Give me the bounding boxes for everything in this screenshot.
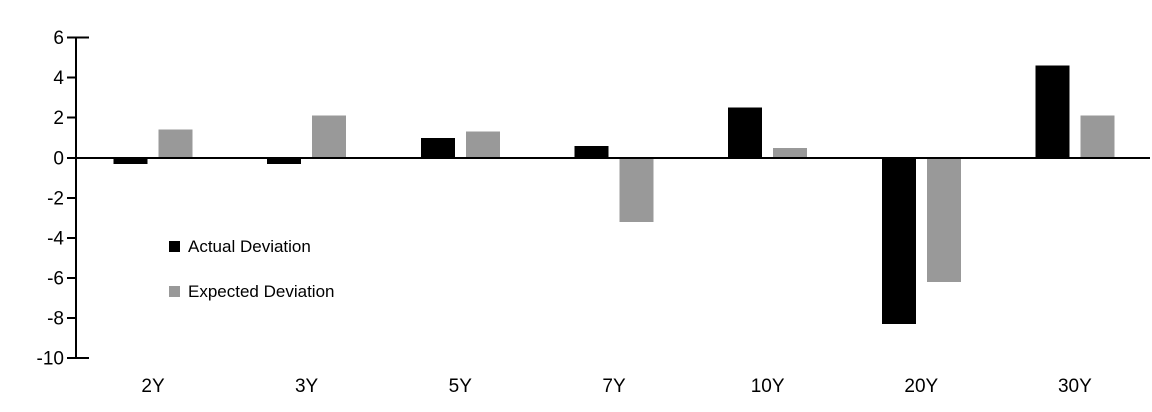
x-axis-label-30Y: 30Y <box>1058 376 1092 397</box>
legend-swatch-actual-icon <box>169 241 180 252</box>
legend: Actual Deviation Expected Deviation <box>169 236 335 328</box>
bar-expected-deviation-3Y <box>312 115 347 158</box>
y-axis-label--4: -4 <box>47 228 64 249</box>
bar-expected-deviation-10Y <box>773 147 808 158</box>
bar-actual-deviation-30Y <box>1035 65 1070 158</box>
bar-expected-deviation-2Y <box>158 129 193 158</box>
x-axis-label-5Y: 5Y <box>449 376 473 397</box>
bar-actual-deviation-2Y <box>113 157 148 164</box>
legend-swatch-expected-icon <box>169 286 180 297</box>
x-axis-label-3Y: 3Y <box>295 376 319 397</box>
x-axis-label-10Y: 10Y <box>751 376 785 397</box>
bar-actual-deviation-5Y <box>420 137 455 158</box>
x-axis-label-7Y: 7Y <box>602 376 626 397</box>
bar-expected-deviation-5Y <box>465 131 500 158</box>
x-axis-label-20Y: 20Y <box>904 376 938 397</box>
y-axis-label-6: 6 <box>53 28 64 49</box>
y-axis-label-2: 2 <box>53 108 64 129</box>
bar-actual-deviation-20Y <box>881 157 916 325</box>
y-axis-label--2: -2 <box>47 188 64 209</box>
x-axis-label-2Y: 2Y <box>141 376 165 397</box>
bar-actual-deviation-10Y <box>728 107 763 158</box>
legend-label-actual: Actual Deviation <box>188 236 311 256</box>
legend-label-expected: Expected Deviation <box>188 281 335 301</box>
y-axis-label-0: 0 <box>53 148 64 169</box>
bar-expected-deviation-20Y <box>926 157 961 282</box>
y-axis-label--8: -8 <box>47 309 64 330</box>
y-axis-label--10: -10 <box>37 349 64 370</box>
bar-actual-deviation-3Y <box>267 157 302 164</box>
y-axis-label--6: -6 <box>47 269 64 290</box>
legend-item-expected-deviation: Expected Deviation <box>169 281 335 301</box>
legend-item-actual-deviation: Actual Deviation <box>169 236 334 256</box>
bar-actual-deviation-7Y <box>574 145 609 158</box>
bar-expected-deviation-30Y <box>1080 115 1115 158</box>
y-axis-label-4: 4 <box>53 68 64 89</box>
bar-expected-deviation-7Y <box>619 157 654 222</box>
